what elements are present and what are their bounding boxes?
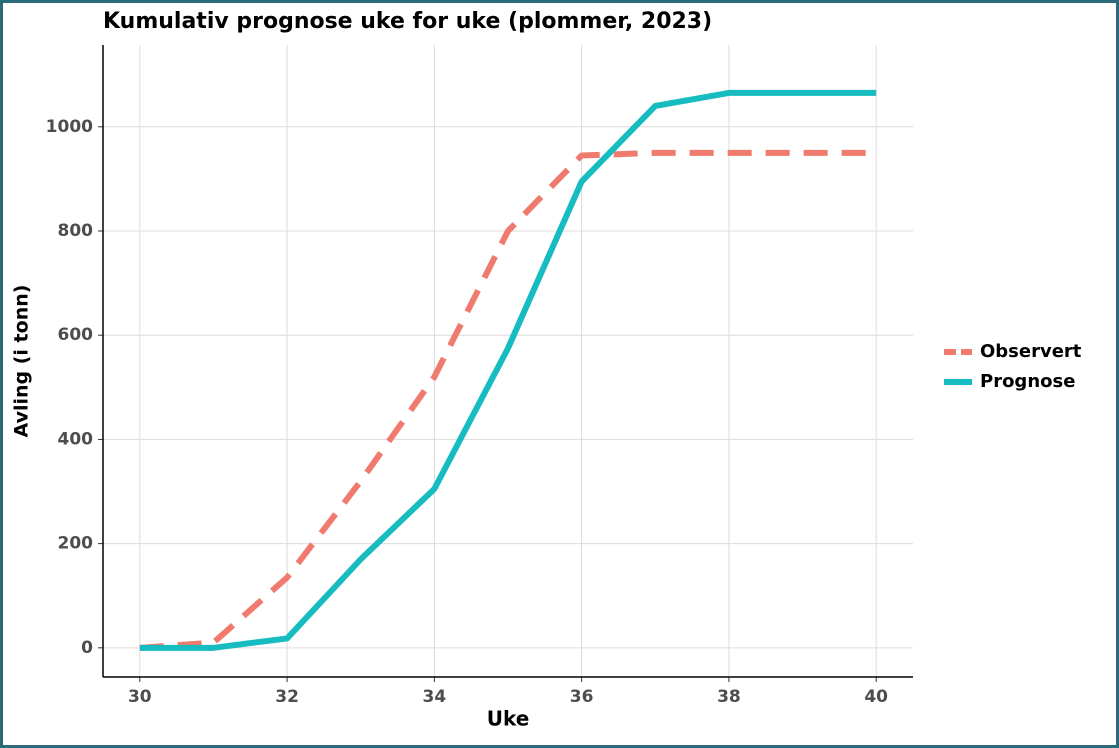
y-tick-label: 1000 (46, 117, 93, 137)
chart-title: Kumulativ prognose uke for uke (plommer,… (103, 9, 712, 34)
x-tick-label: 36 (570, 687, 594, 707)
x-axis-label: Uke (487, 707, 530, 731)
legend-label: Observert (980, 341, 1082, 362)
x-tick-label: 34 (423, 687, 447, 707)
y-axis-label: Avling (i tonn) (11, 285, 33, 438)
x-tick-label: 38 (717, 687, 741, 707)
x-tick-label: 40 (864, 687, 888, 707)
line-series (139, 89, 877, 651)
legend-label: Prognose (980, 371, 1075, 392)
y-tick-label: 400 (58, 429, 94, 449)
x-tick-label: 32 (275, 687, 299, 707)
x-tick-label: 30 (128, 687, 152, 707)
y-tick-label: 200 (58, 534, 94, 554)
y-tick-label: 0 (81, 638, 93, 658)
line-series (139, 149, 877, 651)
y-tick-label: 600 (58, 325, 94, 345)
y-tick-label: 800 (58, 221, 94, 241)
